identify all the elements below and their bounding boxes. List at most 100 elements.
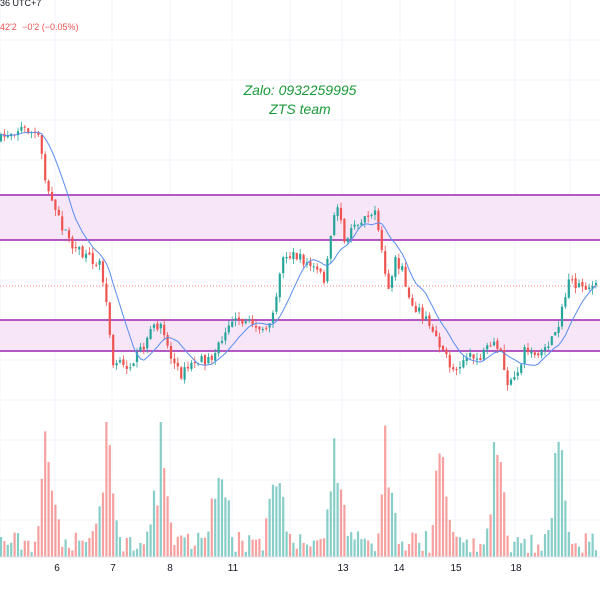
candle-body: [438, 336, 441, 348]
candle-body: [200, 356, 203, 363]
candle-body: [115, 363, 118, 366]
candle-body: [166, 334, 169, 346]
volume-bar: [193, 545, 196, 557]
volume-bar: [118, 537, 122, 557]
volume-bar: [81, 540, 84, 557]
volume-bar: [91, 531, 94, 557]
volume-bar: [424, 531, 428, 557]
candle-body: [159, 323, 162, 329]
volume-bar: [251, 539, 254, 557]
volume-bar: [499, 462, 502, 557]
candle-body: [129, 367, 132, 369]
candle-body: [329, 235, 332, 259]
volume-bar: [581, 552, 584, 557]
volume-bar: [567, 531, 570, 557]
header-time: 36 UTC+7: [0, 0, 42, 8]
volume-bar: [78, 540, 81, 557]
candle-body: [554, 332, 557, 336]
candle-body: [278, 273, 281, 298]
volume-bar: [571, 543, 574, 557]
candle-body: [455, 369, 458, 371]
candle-body: [564, 297, 567, 307]
volume-bar: [343, 504, 346, 557]
candle-body: [404, 266, 407, 287]
time-axis-label: 13: [337, 563, 349, 574]
volume-bar: [530, 534, 533, 557]
volume-bar: [129, 537, 132, 557]
moving-average-line: [0, 131, 597, 366]
candle-body: [91, 253, 94, 265]
volume-bar: [363, 538, 366, 557]
volume-bar: [40, 478, 43, 557]
candle-body: [254, 325, 258, 328]
volume-bar: [203, 537, 207, 557]
volume-bar: [101, 492, 105, 557]
candle-body: [61, 216, 64, 231]
volume-bar: [33, 541, 37, 557]
candle-body: [394, 256, 397, 278]
volume-bar: [16, 533, 20, 557]
candle-body: [571, 279, 574, 281]
volume-bar: [254, 539, 258, 557]
candle-body: [322, 272, 326, 283]
volume-bar: [231, 537, 234, 557]
volume-bar: [503, 492, 506, 557]
time-axis-label: 11: [228, 563, 239, 574]
volume-bar: [380, 494, 383, 557]
candle-body: [231, 321, 234, 327]
volume-bar: [329, 491, 332, 557]
volume-bar: [61, 546, 64, 557]
candle-body: [190, 362, 193, 369]
candle-body: [547, 346, 550, 348]
volume-bar: [489, 514, 492, 557]
candle-body: [210, 355, 213, 360]
volume-bar: [244, 551, 247, 557]
volume-bar: [353, 539, 356, 557]
volume-bar: [431, 525, 434, 557]
candle-body: [339, 207, 343, 221]
volume-bar: [486, 528, 489, 557]
volume-bar: [377, 533, 380, 557]
volume-bar: [360, 539, 363, 557]
volume-bar: [584, 533, 587, 557]
candle-body: [183, 367, 186, 380]
volume-bar: [64, 539, 67, 557]
candle-body: [258, 326, 261, 330]
volume-bar: [183, 537, 186, 557]
candle-body: [346, 238, 349, 242]
volume-bar: [462, 542, 465, 557]
candle-body: [428, 315, 431, 326]
candle-body: [288, 256, 292, 259]
volume-bar: [10, 542, 13, 557]
candle-body: [540, 349, 543, 356]
volume-bar: [268, 498, 271, 557]
candle-body: [146, 337, 149, 349]
volume-bar: [173, 545, 176, 557]
candles: [0, 121, 598, 391]
volume-bar: [159, 422, 162, 557]
volume-bar: [288, 533, 292, 557]
candle-body: [445, 349, 448, 355]
candle-body: [492, 341, 496, 346]
candle-body: [377, 210, 380, 231]
volume-bar: [438, 453, 441, 557]
candle-body: [384, 251, 387, 274]
candle-body: [387, 273, 390, 289]
candle-body: [220, 340, 224, 343]
volume-bars: [0, 422, 598, 557]
candle-body: [550, 336, 553, 346]
candle-body: [74, 246, 77, 249]
volume-bar: [54, 504, 57, 557]
time-axis[interactable]: 6 7 8 11 13 14 15 18: [54, 563, 522, 574]
volume-bar: [591, 533, 594, 557]
upper-zone-fill: [0, 195, 600, 240]
candle-body: [176, 362, 179, 367]
candle-body: [574, 278, 577, 289]
candle-body: [95, 264, 98, 266]
candle-body: [475, 358, 479, 360]
volume-bar: [217, 477, 220, 557]
volume-bar: [84, 542, 88, 557]
volume-bar: [394, 512, 397, 557]
